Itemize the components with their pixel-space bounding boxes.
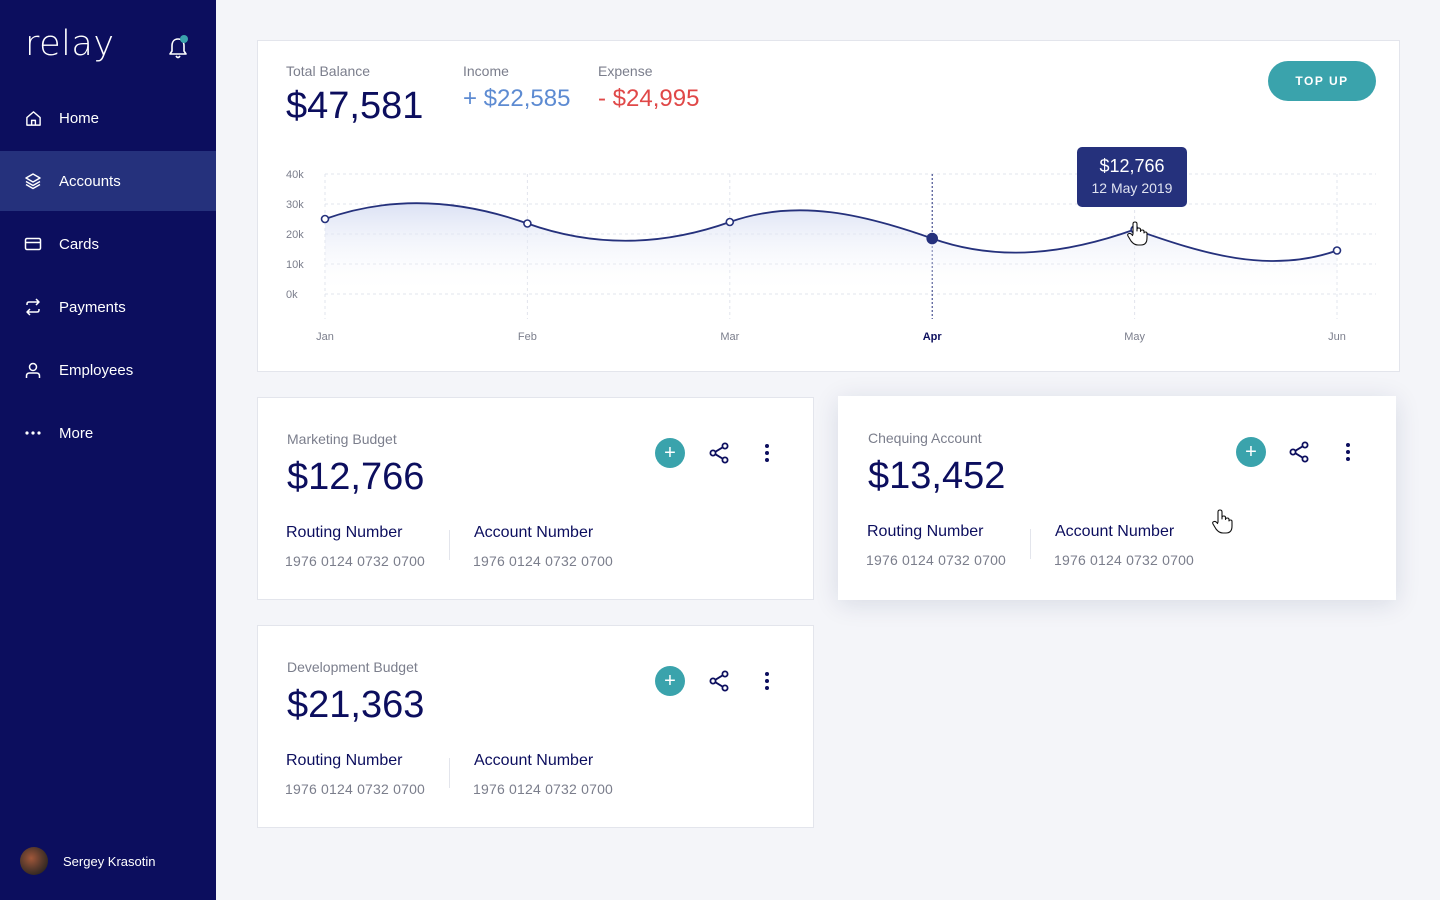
income-value: + $22,585 — [463, 85, 571, 112]
y-tick-label: 0k — [286, 289, 298, 301]
user-profile[interactable]: Sergey Krasotin — [20, 847, 156, 875]
sidebar-item-label: Employees — [59, 361, 134, 379]
account-card-development[interactable]: Development Budget $21,363 + Routing Num… — [257, 625, 814, 828]
layers-icon — [24, 172, 42, 190]
account-title: Marketing Budget — [287, 431, 397, 447]
y-tick-label: 10k — [286, 259, 304, 271]
x-tick-label[interactable]: May — [1124, 331, 1145, 343]
routing-number-value: 1976 0124 0732 0700 — [866, 552, 1007, 568]
expense-label: Expense — [598, 63, 653, 79]
home-icon — [24, 109, 42, 127]
share-icon[interactable] — [707, 669, 731, 693]
x-tick-label[interactable]: Apr — [923, 331, 943, 343]
account-number-value: 1976 0124 0732 0700 — [473, 781, 614, 797]
user-name: Sergey Krasotin — [63, 853, 156, 869]
account-balance: $13,452 — [868, 455, 1006, 497]
account-number-label: Account Number — [474, 524, 594, 541]
sidebar-nav: Home Accounts Cards Payments Employees — [0, 88, 216, 466]
share-icon[interactable] — [1287, 440, 1311, 464]
chart-point-highlighted[interactable] — [926, 232, 939, 245]
total-balance-value: $47,581 — [286, 85, 424, 127]
account-number-value: 1976 0124 0732 0700 — [1054, 552, 1195, 568]
sidebar-item-label: Home — [59, 109, 100, 127]
account-number-label: Account Number — [1055, 523, 1175, 540]
divider — [449, 758, 450, 788]
sidebar-item-label: Payments — [59, 298, 126, 316]
sidebar-item-cards[interactable]: Cards — [0, 214, 216, 274]
y-tick-label: 30k — [286, 199, 304, 211]
avatar — [20, 847, 48, 875]
chart-series-line — [324, 202, 1338, 262]
routing-number-label: Routing Number — [286, 752, 403, 769]
x-tick-label[interactable]: Mar — [720, 331, 739, 343]
card-icon — [24, 235, 42, 253]
account-title: Development Budget — [287, 659, 418, 675]
hand-cursor-icon — [1212, 509, 1233, 534]
chart-area-fill — [325, 203, 1337, 294]
chart-point[interactable] — [320, 214, 330, 224]
account-balance: $12,766 — [287, 456, 425, 498]
top-up-button[interactable]: TOP UP — [1268, 61, 1376, 101]
sidebar-item-more[interactable]: More — [0, 403, 216, 463]
add-funds-button[interactable]: + — [655, 438, 685, 468]
routing-number-value: 1976 0124 0732 0700 — [285, 553, 426, 569]
sidebar-item-payments[interactable]: Payments — [0, 277, 216, 337]
routing-number-label: Routing Number — [867, 523, 984, 540]
sidebar-item-accounts[interactable]: Accounts — [0, 151, 216, 211]
x-tick-label[interactable]: Jun — [1328, 331, 1346, 343]
account-number-value: 1976 0124 0732 0700 — [473, 553, 614, 569]
add-funds-button[interactable]: + — [655, 666, 685, 696]
notification-dot — [180, 35, 188, 43]
expense-value: - $24,995 — [598, 85, 700, 112]
divider — [449, 530, 450, 560]
user-icon — [24, 361, 42, 379]
more-vertical-icon[interactable] — [757, 669, 777, 693]
more-horizontal-icon — [24, 424, 42, 442]
total-balance-label: Total Balance — [286, 63, 371, 79]
account-number-label: Account Number — [474, 752, 594, 769]
x-tick-label[interactable]: Feb — [518, 331, 537, 343]
sidebar-item-employees[interactable]: Employees — [0, 340, 216, 400]
sidebar: relay Home Accounts Cards — [0, 0, 216, 900]
sidebar-item-label: Cards — [59, 235, 100, 253]
more-vertical-icon[interactable] — [757, 441, 777, 465]
account-card-marketing[interactable]: Marketing Budget $12,766 + Routing Numbe… — [257, 397, 814, 600]
balance-chart[interactable]: 40k 30k 20k 10k 0k Jan Feb Mar Apr May Jun — [258, 41, 1401, 373]
tooltip-value: $12,766 — [1099, 156, 1165, 176]
account-title: Chequing Account — [868, 430, 982, 446]
chart-point[interactable] — [1130, 225, 1139, 234]
app-logo[interactable]: relay — [25, 24, 115, 64]
sidebar-item-home[interactable]: Home — [0, 88, 216, 148]
account-balance: $21,363 — [287, 684, 425, 726]
share-icon[interactable] — [707, 441, 731, 465]
x-tick-label[interactable]: Jan — [316, 331, 334, 343]
chart-point[interactable] — [725, 217, 735, 227]
sidebar-item-label: Accounts — [59, 172, 121, 190]
tooltip-date: 12 May 2019 — [1091, 180, 1173, 196]
routing-number-value: 1976 0124 0732 0700 — [285, 781, 426, 797]
balance-summary-card: Total Balance $47,581 Income + $22,585 E… — [257, 40, 1400, 372]
routing-number-label: Routing Number — [286, 524, 403, 541]
y-tick-label: 20k — [286, 229, 304, 241]
more-vertical-icon[interactable] — [1338, 440, 1358, 464]
income-label: Income — [463, 63, 509, 79]
divider — [1030, 529, 1031, 559]
add-funds-button[interactable]: + — [1236, 437, 1266, 467]
transfer-icon — [24, 298, 42, 316]
chart-point[interactable] — [523, 219, 532, 228]
chart-tooltip: $12,766 12 May 2019 — [1077, 147, 1187, 207]
y-tick-label: 40k — [286, 169, 304, 181]
sidebar-item-label: More — [59, 424, 94, 442]
account-card-chequing[interactable]: Chequing Account $13,452 + Routing Numbe… — [838, 396, 1396, 600]
chart-point[interactable] — [1332, 246, 1342, 255]
